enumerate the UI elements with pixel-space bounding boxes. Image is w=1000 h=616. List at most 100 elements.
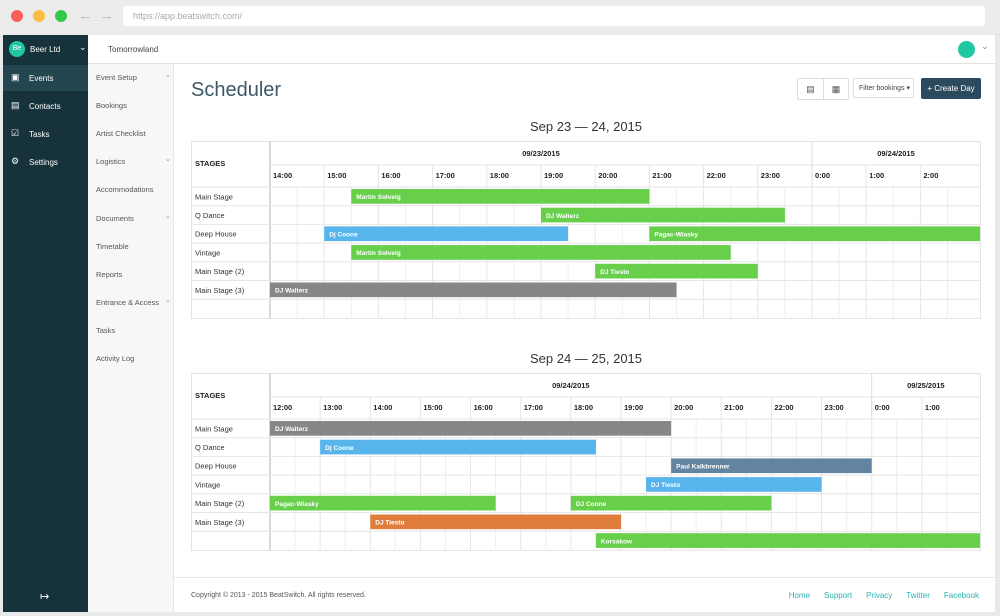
- booking-bar: [270, 421, 672, 436]
- minimize-button[interactable]: [33, 10, 45, 22]
- subnav-item[interactable]: Timetable: [96, 242, 171, 251]
- subnav-item[interactable]: Activity Log: [96, 354, 171, 363]
- booking-bar: [649, 226, 980, 242]
- schedule-table: 12:00 13:00 14:00 15:00 16:00 17:00 18:00 19:00…: [191, 373, 981, 551]
- org-name[interactable]: Beer Ltd: [30, 45, 61, 54]
- booking[interactable]: Pagac-Wiasky: [649, 226, 980, 242]
- hour-label: 21:00: [724, 403, 743, 412]
- schedules: Sep 23 — 24, 2015 14:00 15:00 16:00 17:00 18:…: [191, 35, 981, 612]
- footer: Copyright © 2013 - 2015 BeatSwitch. All …: [173, 577, 995, 613]
- booking-bar: [540, 207, 785, 223]
- booking-name: DJ Walterz: [546, 213, 580, 220]
- date-label: 09/24/2015: [552, 381, 590, 390]
- hour-label: 0:00: [875, 403, 890, 412]
- org-dropdown[interactable]: ⌄: [79, 42, 87, 52]
- stage-label: Q Dance: [195, 211, 225, 220]
- booking[interactable]: Martin Solveig: [351, 189, 650, 204]
- nav-label: Events: [29, 74, 54, 83]
- booking-name: Paul Kalkbrenner: [676, 463, 730, 470]
- subnav-label: Bookings: [96, 101, 127, 111]
- event-name[interactable]: Tomorrowland: [108, 45, 159, 54]
- booking[interactable]: Pagac-Wiasky: [270, 495, 496, 511]
- subnav-chevron: ⌄: [164, 294, 171, 304]
- booking[interactable]: DJ Walterz: [540, 207, 785, 223]
- nav-item[interactable]: ⚙ Settings: [3, 149, 88, 175]
- footer-link[interactable]: Support: [824, 591, 853, 600]
- booking[interactable]: DJ Walterz: [270, 421, 672, 436]
- collapse-button[interactable]: ↦: [40, 591, 50, 603]
- sidebar: Be Beer Ltd ⌄ ▣ Events ▤ Contacts ☑ Tasks ⚙ Set…: [3, 35, 88, 612]
- subnav-item[interactable]: Logistics ⌄: [96, 154, 171, 166]
- list-view-button[interactable]: ▤: [798, 79, 824, 99]
- nav-item[interactable]: ☑ Tasks: [3, 121, 88, 147]
- stage-label: Vintage: [195, 248, 220, 257]
- booking-bar: [351, 245, 731, 260]
- subnav-label: Reports: [96, 269, 123, 279]
- stage-label: Main Stage: [195, 192, 233, 201]
- subnav-item[interactable]: Documents ⌄: [96, 211, 171, 223]
- booking[interactable]: DJ Walterz: [270, 282, 677, 298]
- calendar-view-button[interactable]: ▦: [831, 84, 841, 94]
- subnav-item[interactable]: Accommodations: [96, 185, 171, 194]
- booking-bar: [324, 226, 569, 242]
- booking[interactable]: Martin Solveig: [351, 245, 731, 260]
- stage-label: Main Stage (3): [195, 518, 245, 527]
- filter-dropdown[interactable]: Filter bookings ▾: [853, 78, 914, 98]
- subnav-label: Timetable: [96, 241, 129, 251]
- hour-label: 15:00: [423, 403, 442, 412]
- stages-header: STAGES: [195, 391, 225, 400]
- booking-bar: [595, 263, 758, 279]
- subnav-item[interactable]: Event Setup ⌄: [96, 70, 171, 82]
- nav-item[interactable]: ▤ Contacts: [3, 93, 88, 119]
- user-avatar[interactable]: [958, 41, 975, 58]
- subnav-item[interactable]: Bookings: [96, 101, 171, 110]
- booking-bar: [320, 439, 596, 455]
- booking-bar: [370, 514, 621, 530]
- hour-label: 12:00: [273, 403, 292, 412]
- booking[interactable]: Paul Kalkbrenner: [671, 458, 872, 474]
- footer-link[interactable]: Privacy: [866, 591, 893, 600]
- create-day-label: Create Day: [934, 84, 975, 93]
- close-button[interactable]: [11, 10, 23, 22]
- booking[interactable]: Dj Coone: [320, 439, 596, 455]
- hour-label: 22:00: [774, 403, 793, 412]
- subnav-item[interactable]: Artist Checklist: [96, 129, 171, 138]
- subnav-chevron: ⌄: [164, 154, 171, 164]
- hour-label: 19:00: [624, 403, 643, 412]
- create-day-button[interactable]: + Create Day: [921, 78, 981, 99]
- hour-label: 1:00: [869, 171, 884, 180]
- subnav-item[interactable]: Reports: [96, 270, 171, 279]
- copyright: Copyright © 2013 - 2015 BeatSwitch. All …: [191, 592, 366, 599]
- date-label: 09/24/2015: [877, 149, 915, 158]
- maximize-button[interactable]: [55, 10, 67, 22]
- booking[interactable]: DJ Tiesto: [646, 477, 822, 492]
- booking[interactable]: Korsakow: [595, 533, 980, 548]
- booking-bar: [270, 282, 677, 298]
- back-button[interactable]: ←: [78, 7, 93, 24]
- booking-bar: [646, 477, 822, 492]
- booking-name: DJ Tiesto: [600, 269, 629, 276]
- footer-link[interactable]: Twitter: [906, 591, 930, 600]
- stage-label: Main Stage (2): [195, 499, 245, 508]
- booking-bar: [351, 189, 650, 204]
- booking[interactable]: DJ Tiesto: [595, 263, 758, 279]
- user-dropdown[interactable]: ⌄: [981, 41, 989, 51]
- subnav-label: Activity Log: [96, 354, 135, 363]
- booking[interactable]: DJ Tiesto: [370, 514, 621, 530]
- page-title: Scheduler: [191, 79, 282, 101]
- browser-bar: ← → https://app.beatswitch.com/: [0, 0, 1000, 33]
- nav-icon: ▣: [11, 72, 20, 82]
- stage-label: Main Stage: [195, 424, 233, 433]
- subnav-item[interactable]: Tasks: [96, 326, 171, 335]
- forward-button[interactable]: →: [99, 7, 114, 24]
- nav-item[interactable]: ▣ Events: [3, 65, 88, 91]
- footer-link[interactable]: Facebook: [943, 591, 979, 600]
- org-avatar: Be: [9, 41, 25, 57]
- booking[interactable]: Dj Coone: [324, 226, 569, 242]
- subnav-item[interactable]: Entrance & Access ⌄: [96, 294, 171, 307]
- hour-label: 15:00: [327, 171, 346, 180]
- footer-link[interactable]: Home: [788, 591, 811, 600]
- booking[interactable]: DJ Coone: [570, 495, 772, 511]
- url-bar[interactable]: https://app.beatswitch.com/: [123, 6, 985, 26]
